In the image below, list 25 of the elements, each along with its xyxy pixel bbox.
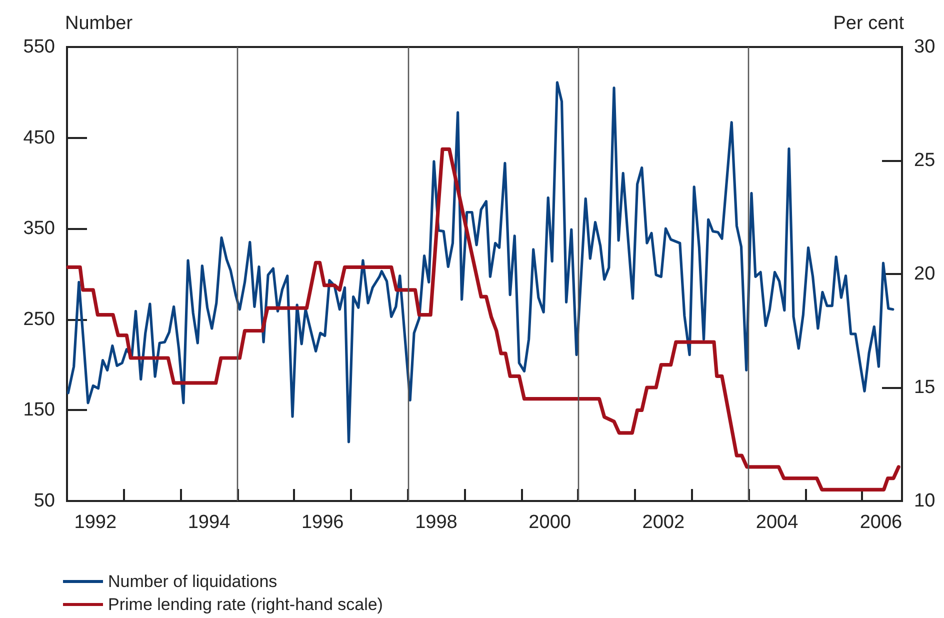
x-tick-label: 1998 — [415, 512, 458, 533]
y-tick-label: 450 — [23, 127, 55, 148]
y-tick-label: 50 — [34, 490, 55, 512]
x-tick-label: 2006 — [860, 512, 902, 533]
y2-tick-label: 15 — [914, 377, 936, 398]
y-tick-label: 550 — [23, 36, 55, 58]
line-series — [66, 81, 894, 444]
x-tick-label: 2004 — [756, 512, 799, 533]
y2-tick-label: 25 — [914, 150, 936, 171]
x-tick-label: 1994 — [188, 512, 231, 533]
x-tick-label: 1996 — [301, 512, 344, 533]
y-tick-label: 350 — [23, 218, 55, 240]
x-tick-label: 2002 — [642, 512, 685, 533]
y2-tick-label: 30 — [914, 36, 936, 58]
y-tick-label: 150 — [23, 400, 55, 421]
legend-label: Number of liquidations — [108, 572, 278, 591]
y2-tick-label: 10 — [914, 490, 936, 512]
y-axis-title: Number — [65, 13, 134, 34]
x-tick-label: 2000 — [528, 512, 571, 533]
y2-axis-title: Per cent — [833, 13, 905, 34]
x-tick-label: 1992 — [74, 512, 117, 533]
y2-tick-label: 20 — [914, 264, 936, 284]
line-series — [66, 147, 900, 492]
y-tick-label: 250 — [23, 308, 55, 330]
legend-label: Prime lending rate (right-hand scale) — [108, 595, 383, 614]
